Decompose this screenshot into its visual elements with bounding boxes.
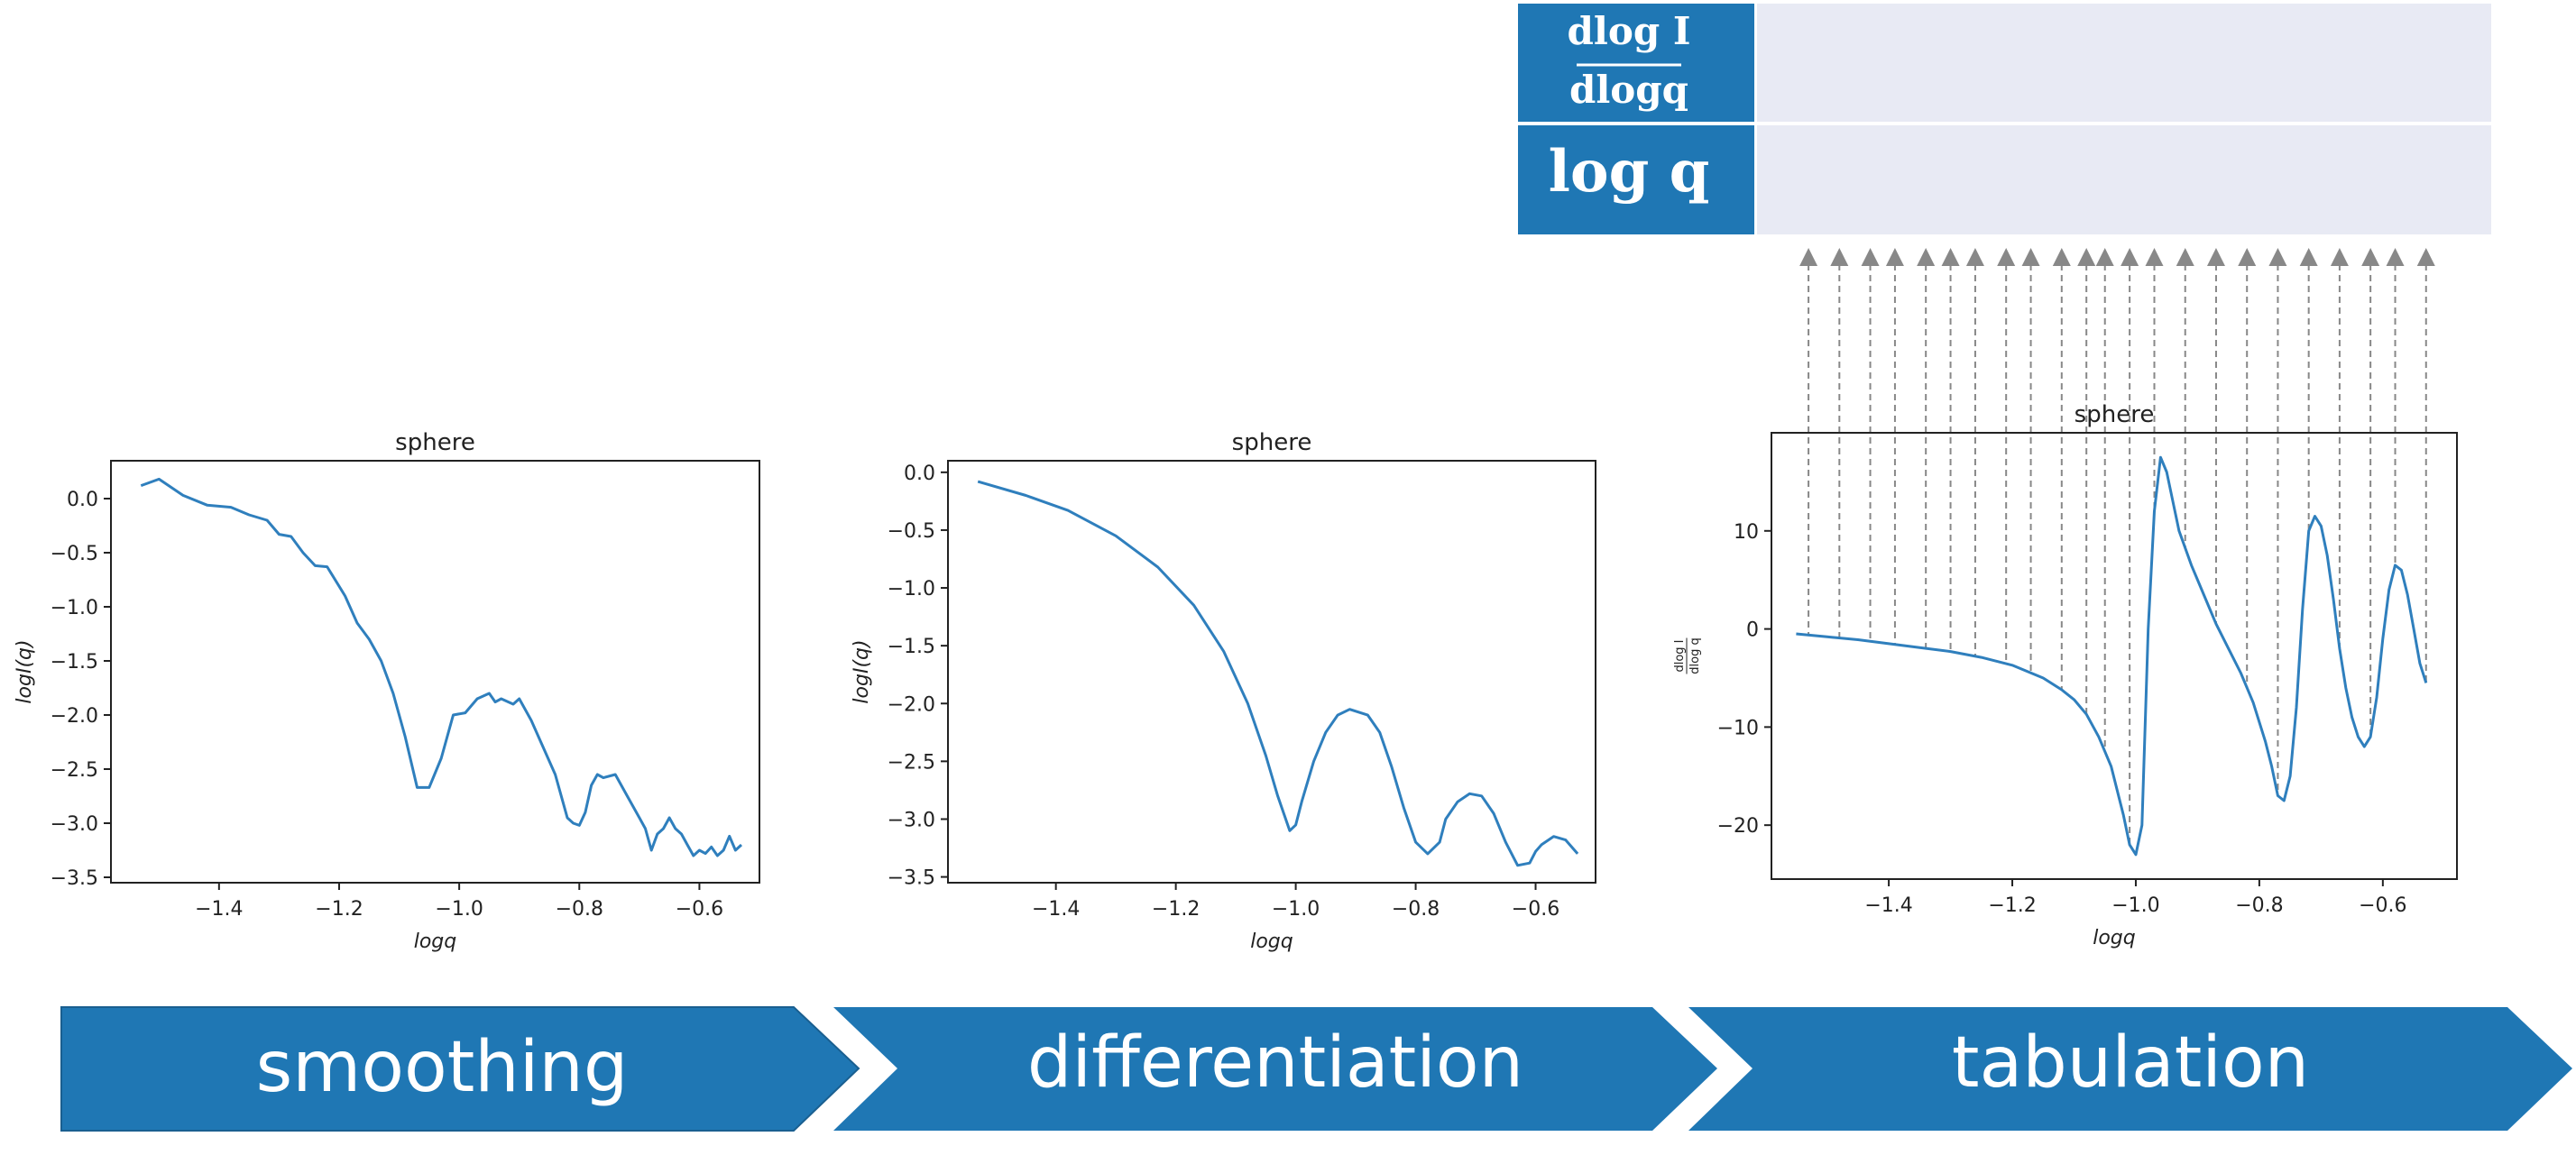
x-tick-label: −1.2 bbox=[1152, 898, 1200, 921]
step-tabulation-label: tabulation bbox=[1952, 1022, 2309, 1104]
tabulation-arrow-head bbox=[1861, 248, 1880, 266]
y-tick-label: −2.5 bbox=[888, 751, 935, 774]
tabulation-arrow-head bbox=[1799, 248, 1818, 266]
chart-2: −1.4 −1.2 −1.0 −0.8 −0.6 0.0 −0.5 −1.0 −1.5 −2.0 −… bbox=[851, 429, 1596, 953]
tabulation-arrow-head bbox=[2361, 248, 2380, 266]
y-tick-label: −2.0 bbox=[888, 693, 935, 716]
x-tick-label: −0.6 bbox=[676, 898, 723, 921]
tabulation-arrow-head bbox=[2121, 248, 2139, 266]
tabulation-arrow-head bbox=[2299, 248, 2318, 266]
y-tick-label: −10 bbox=[1717, 717, 1759, 739]
tabulation-arrow-head bbox=[2268, 248, 2287, 266]
tabulation-arrow-head bbox=[2095, 248, 2114, 266]
y-tick-label: 10 bbox=[1734, 521, 1759, 544]
tabulation-arrow-head bbox=[2021, 248, 2040, 266]
x-tick-label: −0.8 bbox=[1392, 898, 1440, 921]
y-axis-label: logI(q) bbox=[14, 639, 36, 703]
chart-frame bbox=[947, 460, 1596, 884]
y-tick-label: −3.0 bbox=[51, 813, 98, 836]
x-tick-label: −1.0 bbox=[2111, 894, 2159, 917]
x-tick-label: −1.2 bbox=[1988, 894, 2036, 917]
y-tick-label: −1.5 bbox=[888, 636, 935, 658]
x-tick-label: −0.8 bbox=[2235, 894, 2283, 917]
tabulation-arrow-head bbox=[2238, 248, 2257, 266]
chart-frame bbox=[1771, 432, 2458, 880]
tabulation-arrow-head bbox=[2077, 248, 2096, 266]
tabulation-arrow-head bbox=[2330, 248, 2349, 266]
step-differentiation-label: differentiation bbox=[1027, 1022, 1523, 1104]
chart-1: −1.4 −1.2 −1.0 −0.8 −0.6 0.0 −0.5 −1.0 −1.5 −2.0 −… bbox=[14, 429, 760, 953]
step-smoothing-label: smoothing bbox=[256, 1027, 629, 1108]
y-axis-label: logI(q) bbox=[851, 639, 873, 703]
y-tick-label: −3.5 bbox=[888, 867, 935, 890]
series-line bbox=[140, 477, 743, 857]
y-tick-label: −20 bbox=[1717, 815, 1759, 838]
process-steps: smoothing differentiation tabulation bbox=[60, 1006, 2572, 1132]
x-tick-label: −0.8 bbox=[556, 898, 603, 921]
x-tick-label: −1.0 bbox=[435, 898, 483, 921]
tabulation-arrow-head bbox=[2176, 248, 2194, 266]
x-tick-label: −1.0 bbox=[1272, 898, 1320, 921]
tabulation-arrow-head bbox=[1965, 248, 1984, 266]
y-tick-label: 0.0 bbox=[67, 489, 98, 511]
y-tick-label: −3.5 bbox=[51, 867, 98, 890]
tabulation-arrow-head bbox=[1917, 248, 1936, 266]
tabulation-arrows bbox=[1799, 248, 2435, 845]
series-line bbox=[977, 480, 1579, 867]
y-tick-label: −2.0 bbox=[51, 705, 98, 728]
x-tick-label: −1.4 bbox=[195, 898, 243, 921]
y-tick-label: 0 bbox=[1746, 619, 1759, 642]
tabulation-arrow-head bbox=[2386, 248, 2405, 266]
x-tick-label: −1.2 bbox=[315, 898, 363, 921]
y-tick-label: −0.5 bbox=[51, 543, 98, 565]
tabulation-table: dlog I dlogq log q bbox=[1518, 4, 2491, 234]
tabulation-arrow-head bbox=[2416, 248, 2435, 266]
x-tick-label: −1.4 bbox=[1032, 898, 1080, 921]
series-line bbox=[1796, 455, 2428, 857]
chart-title: sphere bbox=[1232, 429, 1312, 456]
charts: −1.4 −1.2 −1.0 −0.8 −0.6 0.0 −0.5 −1.0 −1.5 −2.0 −… bbox=[14, 401, 2458, 953]
step-tabulation-chevron bbox=[1688, 1007, 2572, 1131]
table-header-logq bbox=[1518, 125, 1754, 234]
chart-frame bbox=[110, 460, 760, 884]
tabulation-arrow-head bbox=[2206, 248, 2225, 266]
tabulation-arrow-head bbox=[1997, 248, 2016, 266]
tabulation-arrow-head bbox=[1830, 248, 1849, 266]
table-header-dlogi-den: dlogq bbox=[1569, 68, 1688, 112]
y-tick-label: 0.0 bbox=[904, 463, 935, 485]
table-header-logq-text: log q bbox=[1549, 138, 1710, 206]
y-tick-label: −1.0 bbox=[888, 578, 935, 600]
chart-title: sphere bbox=[395, 429, 475, 456]
x-tick-label: −1.4 bbox=[1864, 894, 1912, 917]
y-axis-label-numerator: dlog I bbox=[1673, 639, 1687, 672]
x-tick-label: −0.6 bbox=[2359, 894, 2406, 917]
table-header-dlogi bbox=[1518, 4, 1754, 122]
y-tick-label: −1.0 bbox=[51, 597, 98, 619]
chart-3: −1.4 −1.2 −1.0 −0.8 −0.6 10 0 −10 −20 sphere logq d… bbox=[1673, 401, 2458, 949]
table-header-dlogi-num: dlog I bbox=[1568, 9, 1691, 53]
y-tick-label: −3.0 bbox=[888, 809, 935, 831]
x-tick-label: −0.6 bbox=[1512, 898, 1559, 921]
y-tick-label: −1.5 bbox=[51, 651, 98, 674]
tabulation-arrow-head bbox=[1941, 248, 1960, 266]
x-axis-label: logq bbox=[414, 930, 457, 953]
tabulation-arrow-head bbox=[2052, 248, 2071, 266]
x-axis-label: logq bbox=[1250, 930, 1293, 953]
y-tick-label: −2.5 bbox=[51, 759, 98, 782]
tabulation-arrow-head bbox=[2145, 248, 2164, 266]
table-row1-body bbox=[1757, 4, 2491, 122]
x-axis-label: logq bbox=[2093, 927, 2136, 949]
y-tick-label: −0.5 bbox=[888, 520, 935, 543]
chart-title: sphere bbox=[2075, 401, 2155, 428]
y-axis-label-denominator: dlog q bbox=[1688, 637, 1702, 674]
tabulation-arrow-head bbox=[1885, 248, 1904, 266]
step-smoothing-chevron bbox=[60, 1006, 860, 1132]
table-row2-body bbox=[1757, 125, 2491, 234]
step-differentiation-chevron bbox=[833, 1007, 1717, 1131]
